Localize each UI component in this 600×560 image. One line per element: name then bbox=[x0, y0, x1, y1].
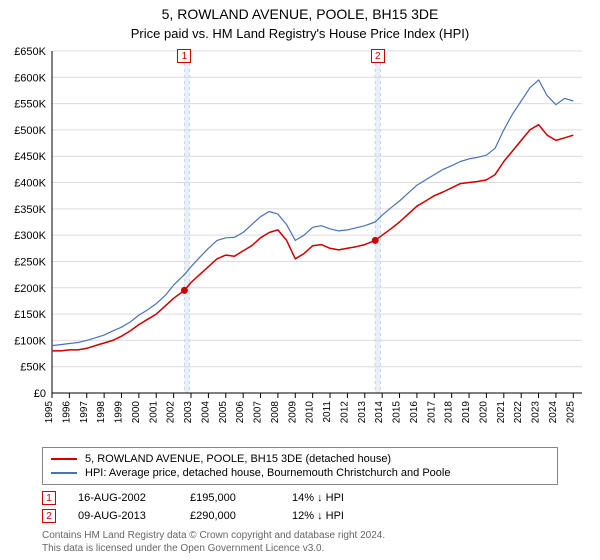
svg-text:2009: 2009 bbox=[287, 400, 298, 423]
svg-text:2012: 2012 bbox=[339, 400, 350, 423]
svg-text:2017: 2017 bbox=[426, 400, 437, 423]
svg-text:2025: 2025 bbox=[565, 400, 576, 423]
svg-text:2011: 2011 bbox=[322, 400, 333, 422]
svg-text:2001: 2001 bbox=[148, 400, 159, 423]
svg-text:1995: 1995 bbox=[44, 400, 55, 423]
event-marker-icon: 2 bbox=[42, 509, 56, 523]
legend-item: 5, ROWLAND AVENUE, POOLE, BH15 3DE (deta… bbox=[51, 452, 549, 466]
svg-text:2022: 2022 bbox=[513, 400, 524, 423]
svg-text:£250K: £250K bbox=[14, 256, 46, 268]
svg-text:£50K: £50K bbox=[20, 361, 46, 373]
svg-text:£400K: £400K bbox=[14, 177, 46, 189]
svg-text:2014: 2014 bbox=[374, 400, 385, 423]
legend: 5, ROWLAND AVENUE, POOLE, BH15 3DE (deta… bbox=[42, 447, 558, 485]
event-diff: 14% ↓ HPI bbox=[292, 492, 382, 504]
event-diff: 12% ↓ HPI bbox=[292, 510, 382, 522]
svg-text:2019: 2019 bbox=[461, 400, 472, 423]
svg-text:1999: 1999 bbox=[114, 400, 125, 423]
attribution: Contains HM Land Registry data © Crown c… bbox=[42, 529, 558, 555]
legend-item: HPI: Average price, detached house, Bour… bbox=[51, 466, 549, 480]
legend-swatch-hpi bbox=[51, 472, 77, 474]
attribution-line: Contains HM Land Registry data © Crown c… bbox=[42, 529, 558, 542]
svg-text:2004: 2004 bbox=[200, 400, 211, 423]
svg-text:2016: 2016 bbox=[409, 400, 420, 423]
svg-text:1998: 1998 bbox=[96, 400, 107, 423]
svg-text:1996: 1996 bbox=[61, 400, 72, 423]
svg-text:£650K: £650K bbox=[14, 46, 46, 58]
line-chart-svg: £0 £50K £100K £150K £200K £250K £300K £350K £400… bbox=[0, 41, 600, 441]
legend-swatch-price-paid bbox=[51, 458, 77, 460]
svg-text:2005: 2005 bbox=[218, 400, 229, 423]
event-price: £195,000 bbox=[190, 492, 270, 504]
event-marker-icon: 1 bbox=[42, 491, 56, 505]
svg-text:2018: 2018 bbox=[444, 400, 455, 423]
legend-label: HPI: Average price, detached house, Bour… bbox=[85, 467, 450, 479]
svg-text:2000: 2000 bbox=[131, 400, 142, 423]
legend-label: 5, ROWLAND AVENUE, POOLE, BH15 3DE (deta… bbox=[85, 453, 391, 465]
plot-area: £0 £50K £100K £150K £200K £250K £300K £350K £400… bbox=[0, 41, 600, 441]
svg-text:2006: 2006 bbox=[235, 400, 246, 423]
event-row: 1 16-AUG-2002 £195,000 14% ↓ HPI bbox=[42, 489, 558, 507]
svg-text:£600K: £600K bbox=[14, 72, 46, 84]
svg-text:1997: 1997 bbox=[79, 400, 90, 423]
svg-text:£0: £0 bbox=[34, 388, 46, 400]
chart-subtitle: Price paid vs. HM Land Registry's House … bbox=[0, 24, 600, 41]
svg-text:2013: 2013 bbox=[357, 400, 368, 423]
svg-text:2003: 2003 bbox=[183, 400, 194, 423]
event-date: 09-AUG-2013 bbox=[78, 510, 168, 522]
svg-text:£100K: £100K bbox=[14, 335, 46, 347]
svg-text:2023: 2023 bbox=[531, 400, 542, 423]
svg-text:2015: 2015 bbox=[392, 400, 403, 423]
chart-marker-icon: 2 bbox=[371, 49, 385, 63]
event-price: £290,000 bbox=[190, 510, 270, 522]
svg-text:2020: 2020 bbox=[478, 400, 489, 423]
svg-text:£200K: £200K bbox=[14, 282, 46, 294]
chart-container: 5, ROWLAND AVENUE, POOLE, BH15 3DE Price… bbox=[0, 0, 600, 560]
svg-text:2002: 2002 bbox=[166, 400, 177, 423]
svg-text:2024: 2024 bbox=[548, 400, 559, 423]
event-row: 2 09-AUG-2013 £290,000 12% ↓ HPI bbox=[42, 507, 558, 525]
svg-text:2021: 2021 bbox=[496, 400, 507, 423]
svg-text:2008: 2008 bbox=[270, 400, 281, 423]
svg-text:2010: 2010 bbox=[305, 400, 316, 423]
svg-text:£550K: £550K bbox=[14, 98, 46, 110]
svg-text:£450K: £450K bbox=[14, 151, 46, 163]
event-date: 16-AUG-2002 bbox=[78, 492, 168, 504]
svg-text:£500K: £500K bbox=[14, 124, 46, 136]
svg-text:£350K: £350K bbox=[14, 203, 46, 215]
svg-text:£300K: £300K bbox=[14, 230, 46, 242]
svg-text:2007: 2007 bbox=[253, 400, 264, 423]
event-table: 1 16-AUG-2002 £195,000 14% ↓ HPI 2 09-AU… bbox=[42, 489, 558, 525]
chart-marker-icon: 1 bbox=[177, 49, 191, 63]
svg-text:£150K: £150K bbox=[14, 309, 46, 321]
chart-title: 5, ROWLAND AVENUE, POOLE, BH15 3DE bbox=[0, 0, 600, 24]
attribution-line: This data is licensed under the Open Gov… bbox=[42, 542, 558, 555]
